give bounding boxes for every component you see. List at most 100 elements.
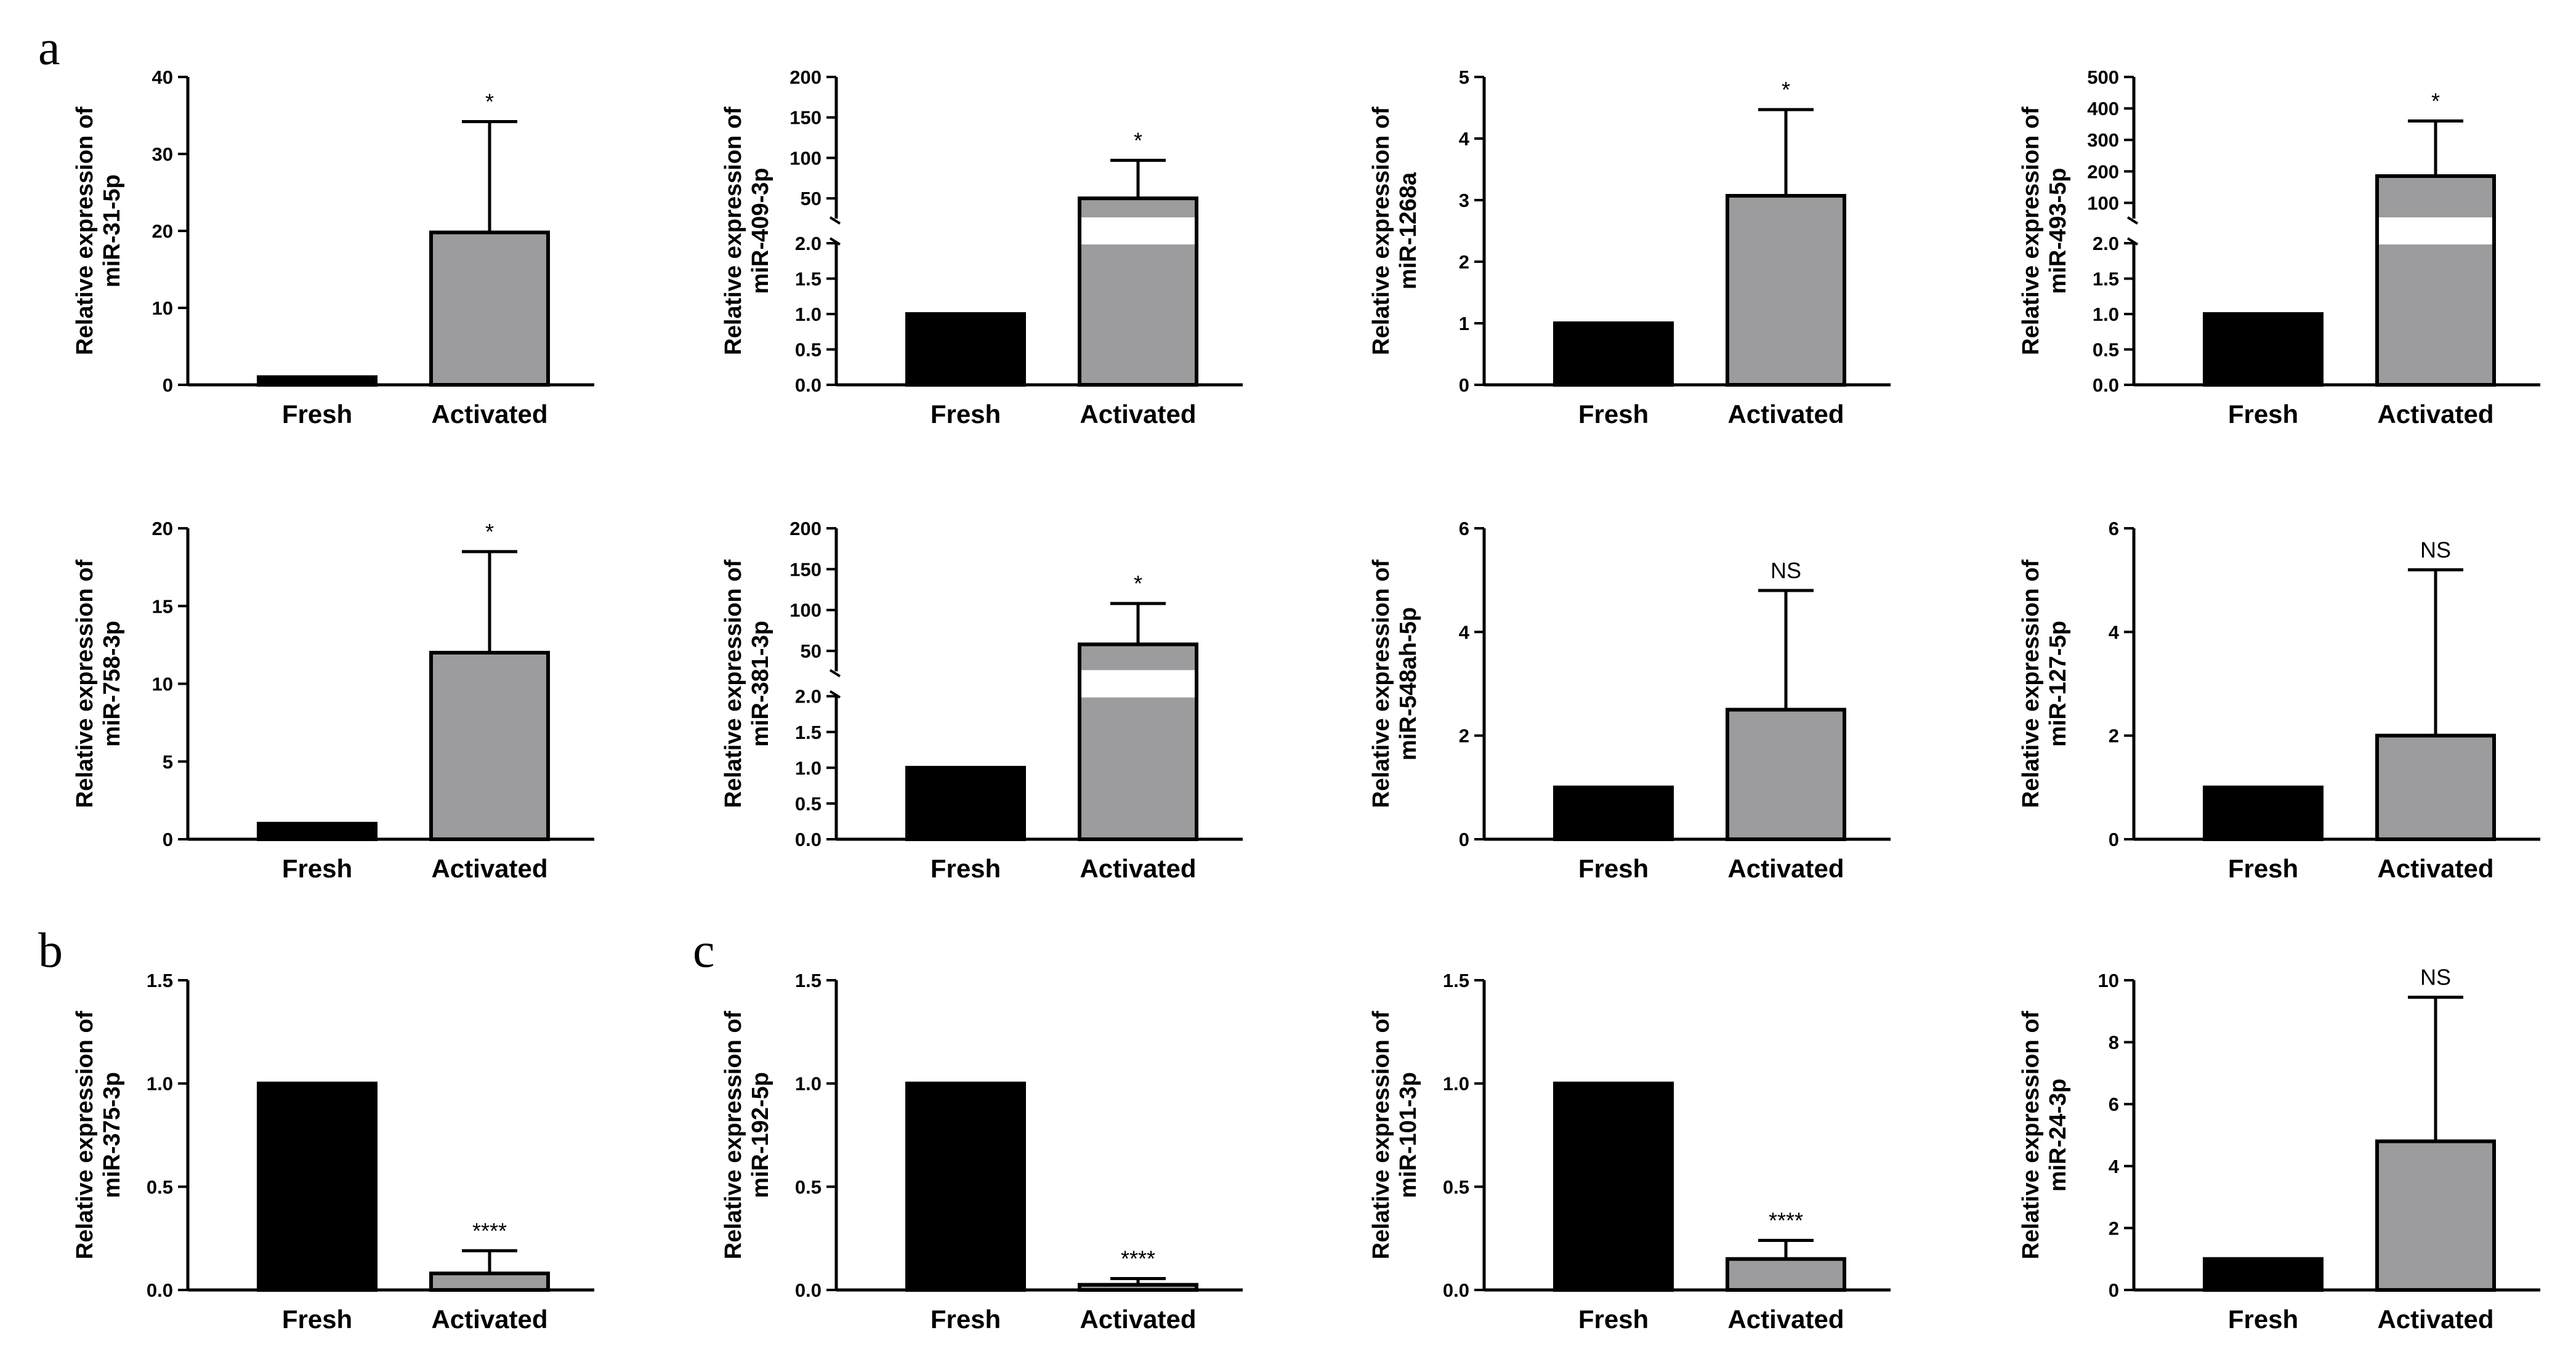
y-axis-title-line: Relative expression of: [72, 1010, 98, 1259]
y-axis-title-line: miR-1268a: [1395, 172, 1421, 289]
y-tick-label: 300: [2087, 129, 2119, 151]
y-tick-label: 150: [789, 558, 822, 580]
y-tick-label: 50: [801, 640, 822, 662]
bar-activated: [429, 651, 550, 841]
significance-label: ****: [472, 1218, 507, 1243]
x-category-label: Activated: [2377, 400, 2493, 429]
y-axis-title: Relative expression ofmiR-375-3p: [72, 1010, 125, 1259]
significance-label: *: [2431, 89, 2440, 114]
y-tick-label: 0.0: [2093, 374, 2119, 396]
chart-panel-10: Relative expression ofmiR-192-5p 0.0 0.5 1.…: [721, 970, 1243, 1334]
y-tick-label: 40: [152, 66, 173, 88]
x-category-label: Fresh: [931, 1305, 1001, 1334]
bar-fresh: [905, 312, 1026, 387]
chart-panel-1: Relative expression ofmiR-31-5p 0 10 20 30 40…: [72, 66, 594, 429]
y-tick-label: 400: [2087, 98, 2119, 119]
y-tick-label: 0: [1459, 829, 1469, 850]
x-category-label: Fresh: [931, 400, 1001, 429]
bar-fresh: [257, 821, 378, 841]
chart-panel-2: Relative expression ofmiR-409-3p 0.0 0.5 1.…: [721, 66, 1243, 429]
y-tick-label: 6: [2109, 518, 2119, 539]
y-tick-label: 0.0: [795, 374, 822, 396]
bar-activated: [1078, 1283, 1198, 1292]
y-axis-title-line: Relative expression of: [2018, 1010, 2044, 1259]
bar-fresh: [2203, 1257, 2324, 1292]
y-tick-label: 0: [163, 374, 173, 396]
bar-activated: [429, 230, 550, 387]
y-axis-title-line: Relative expression of: [72, 559, 98, 808]
bar-fresh: [1553, 321, 1674, 387]
y-tick-label: 2: [2109, 725, 2119, 747]
axis-break-gap: [1081, 670, 1195, 698]
bar-fresh: [2203, 785, 2324, 842]
x-category-label: Activated: [431, 854, 547, 883]
chart-panel-3: Relative expression ofmiR-1268a 0 1 2 3 4 5 Fre…: [1368, 66, 1891, 429]
x-category-label: Fresh: [2228, 1305, 2298, 1334]
significance-label: *: [485, 89, 494, 115]
bar-fresh: [257, 375, 378, 387]
x-category-label: Activated: [1080, 1305, 1196, 1334]
panel-label-b: b: [38, 924, 63, 978]
y-axis-title-line: miR-24-3p: [2045, 1079, 2071, 1192]
y-axis-title-line: Relative expression of: [721, 559, 746, 808]
chart-panel-7: Relative expression ofmiR-548ah-5p 0 2 4 6 Fr…: [1368, 518, 1891, 883]
bar-fresh: [905, 1081, 1026, 1292]
y-axis-title-line: Relative expression of: [1368, 107, 1394, 355]
significance-label: NS: [2420, 965, 2451, 990]
y-tick-label: 1.5: [2093, 268, 2119, 290]
y-tick-label: 4: [2109, 621, 2120, 643]
y-tick-label: 20: [152, 518, 173, 539]
chart-panel-8: Relative expression ofmiR-127-5p 0 2 4 6 Fres…: [2018, 518, 2540, 883]
axis-break-mark: [2126, 237, 2139, 246]
bar-activated: [2375, 1139, 2496, 1292]
x-category-label: Fresh: [282, 854, 352, 883]
x-category-label: Fresh: [1578, 1305, 1649, 1334]
y-tick-label: 5: [163, 751, 173, 773]
x-category-label: Fresh: [1578, 400, 1649, 429]
y-axis-title-line: miR-758-3p: [99, 621, 125, 747]
y-tick-label: 50: [801, 188, 822, 209]
significance-label: *: [1134, 571, 1142, 596]
y-tick-label: 1.5: [795, 268, 822, 290]
significance-label: *: [1782, 77, 1790, 102]
y-tick-label: 0.5: [795, 793, 822, 815]
y-tick-label: 0.0: [795, 829, 822, 850]
y-axis-title-line: Relative expression of: [2018, 107, 2044, 355]
y-axis-title: Relative expression ofmiR-381-3p: [721, 559, 773, 808]
significance-label: ****: [1121, 1246, 1155, 1271]
axis-break-mark: [829, 690, 841, 699]
y-tick-label: 15: [152, 595, 173, 617]
y-axis-title-line: miR-101-3p: [1395, 1072, 1421, 1198]
y-tick-label: 6: [1459, 518, 1469, 539]
y-tick-label: 0.5: [2093, 339, 2119, 361]
x-category-label: Fresh: [282, 1305, 352, 1334]
y-axis-title-line: miR-409-3p: [748, 168, 773, 294]
x-category-label: Activated: [431, 400, 547, 429]
y-axis-title: Relative expression ofmiR-24-3p: [2018, 1010, 2071, 1259]
y-tick-label: 1.5: [147, 970, 173, 991]
y-axis-title-line: Relative expression of: [1368, 1010, 1394, 1259]
y-axis-title-line: Relative expression of: [72, 107, 98, 355]
y-tick-label: 30: [152, 143, 173, 165]
y-tick-label: 2.0: [795, 233, 822, 254]
y-axis-title-line: Relative expression of: [2018, 559, 2044, 808]
y-axis-title: Relative expression ofmiR-192-5p: [721, 1010, 773, 1259]
y-tick-label: 2.0: [2093, 233, 2119, 254]
charts-group: Relative expression ofmiR-31-5p010203040…: [72, 66, 2540, 1334]
y-axis-title: Relative expression ofmiR-31-5p: [72, 107, 125, 355]
y-axis-title: Relative expression ofmiR-548ah-5p: [1368, 559, 1421, 808]
y-tick-label: 10: [152, 297, 173, 319]
y-tick-label: 8: [2109, 1032, 2119, 1054]
chart-panel-6: Relative expression ofmiR-381-3p 0.0 0.5 1.…: [721, 518, 1243, 883]
y-tick-label: 200: [789, 518, 822, 539]
y-tick-label: 1.0: [795, 757, 822, 779]
y-axis-title-line: miR-548ah-5p: [1395, 607, 1421, 760]
y-tick-label: 1.5: [1443, 970, 1469, 991]
y-tick-label: 100: [2087, 192, 2119, 214]
x-category-label: Fresh: [2228, 400, 2298, 429]
axis-break-mark: [2126, 216, 2139, 225]
y-tick-label: 1.0: [147, 1073, 173, 1095]
axis-break-gap: [1081, 217, 1195, 244]
chart-panel-4: Relative expression ofmiR-493-5p 0.0 0.5 1.…: [2018, 66, 2540, 429]
